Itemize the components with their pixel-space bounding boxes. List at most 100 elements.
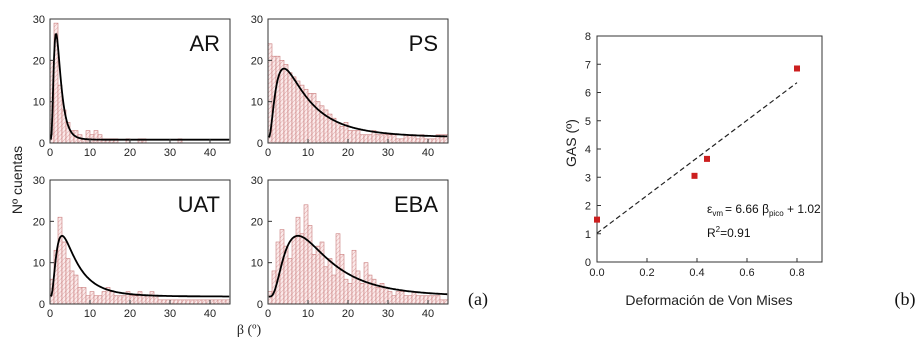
x-tick-label: 30: [382, 308, 394, 320]
histogram-bar: [133, 295, 139, 305]
histogram-bar: [327, 258, 333, 305]
histogram-bar: [387, 134, 393, 144]
histogram-bar: [113, 295, 119, 305]
data-point: [691, 172, 698, 179]
histogram-bar: [213, 299, 219, 305]
histogram-bar: [359, 283, 365, 305]
histogram-bar: [93, 295, 99, 305]
histogram-bar: [209, 299, 215, 305]
histogram-bar: [339, 254, 345, 305]
eq-middle: = 6.66 β: [725, 202, 769, 216]
x-tick-label: 10: [84, 147, 96, 159]
eq-beta-sub: pico: [769, 209, 784, 218]
histogram-bar: [69, 270, 75, 305]
histogram-bar: [403, 134, 409, 144]
y-tick-label: 8: [585, 31, 591, 43]
fit-curve: [267, 67, 448, 138]
x-tick-label: 0.8: [789, 267, 804, 279]
histogram-bar: [303, 204, 309, 305]
histogram-bar: [173, 299, 179, 305]
histogram-bar: [315, 245, 321, 305]
histogram-bar: [347, 283, 353, 305]
histogram-bar: [443, 299, 449, 305]
y-tick-label: 1: [585, 229, 591, 241]
histogram-bar: [439, 299, 445, 305]
fit-equation: εvm = 6.66 βpico + 1.02: [707, 202, 821, 218]
histogram-bar: [371, 278, 377, 305]
r2-post: =0.91: [720, 226, 751, 240]
x-tick-label: 40: [422, 308, 434, 320]
histogram-bar: [145, 295, 151, 305]
histogram-bar: [73, 274, 79, 305]
y-tick-label: 20: [33, 216, 45, 228]
histogram-bar: [193, 299, 199, 305]
histogram-bar: [395, 138, 401, 144]
histogram-bar: [391, 134, 397, 144]
histogram-ar: 0 10 20 30 40 0 10 20 30 AR: [33, 14, 231, 159]
histogram-bar: [197, 299, 203, 305]
y-tick-label: 7: [585, 59, 591, 71]
x-tick-label: 20: [124, 147, 136, 159]
plot-frame: [49, 18, 231, 144]
histogram-bar: [291, 237, 297, 305]
histogram-bar: [359, 134, 365, 144]
y-tick-label: 30: [33, 175, 45, 187]
histogram-bar: [225, 299, 231, 305]
histogram-bar: [85, 130, 91, 144]
histogram-bar: [419, 295, 425, 305]
x-tick-label: 0: [47, 147, 53, 159]
histogram-bar: [177, 299, 183, 305]
x-tick-label: 40: [204, 308, 216, 320]
histogram-panels: 0 10 20 30 40 0 10 20 30 AR 0 10 20 30 40 0 10 20 30 PS 0 10 2…: [33, 14, 449, 320]
histogram-bar: [415, 295, 421, 305]
histogram-bar: [141, 295, 147, 305]
histogram-bar: [367, 274, 373, 305]
plot-frame: [49, 179, 231, 305]
histogram-bar: [431, 138, 437, 144]
histogram-bar: [351, 130, 357, 144]
plot-frame: [267, 179, 449, 305]
x-tick-label: 40: [422, 147, 434, 159]
x-tick-label: 0.0: [589, 267, 604, 279]
histogram-bar: [399, 291, 405, 305]
histogram-bar: [169, 299, 175, 305]
x-tick-label: 20: [124, 308, 136, 320]
x-tick-label: 0: [47, 308, 53, 320]
y-tick-label: 0: [257, 299, 263, 311]
histogram-bar: [331, 274, 337, 305]
histogram-bar: [355, 130, 361, 144]
scatter-panel: 0.0 0.2 0.4 0.6 0.8 0 1 2 3 4 5 6 7 8: [585, 31, 823, 279]
y-tick-label: 0: [257, 138, 263, 150]
histogram-bar: [89, 291, 95, 305]
y-tick-label: 4: [585, 144, 591, 156]
histogram-bar: [379, 134, 385, 144]
y-tick-label: 30: [251, 14, 263, 26]
histogram-bar: [307, 225, 313, 305]
histogram-bar: [85, 295, 91, 305]
histogram-bar: [77, 287, 83, 305]
panel-label-a: (a): [468, 289, 488, 310]
histogram-bar: [411, 291, 417, 305]
x-tick-label: 10: [302, 308, 314, 320]
y-tick-label: 20: [33, 55, 45, 67]
histogram-bar: [283, 64, 289, 144]
histogram-bar: [287, 258, 293, 305]
histogram-bar: [165, 299, 171, 305]
y-tick-label: 30: [251, 175, 263, 187]
x-tick-label: 30: [382, 147, 394, 159]
y-tick-label: 10: [251, 258, 263, 270]
histogram-bar: [323, 266, 329, 305]
panel-title: PS: [409, 31, 438, 56]
histogram-bar: [391, 295, 397, 305]
histogram-bar: [311, 93, 317, 144]
histogram-bar: [81, 287, 87, 305]
x-tick-label: 30: [164, 308, 176, 320]
histogram-bar: [383, 287, 389, 305]
y-tick-label: 20: [251, 216, 263, 228]
histogram-bar: [367, 134, 373, 144]
histogram-bar: [65, 258, 71, 305]
histogram-bar: [121, 295, 127, 305]
histogram-bar: [57, 216, 63, 305]
histogram-bar: [189, 299, 195, 305]
data-point: [704, 155, 710, 162]
